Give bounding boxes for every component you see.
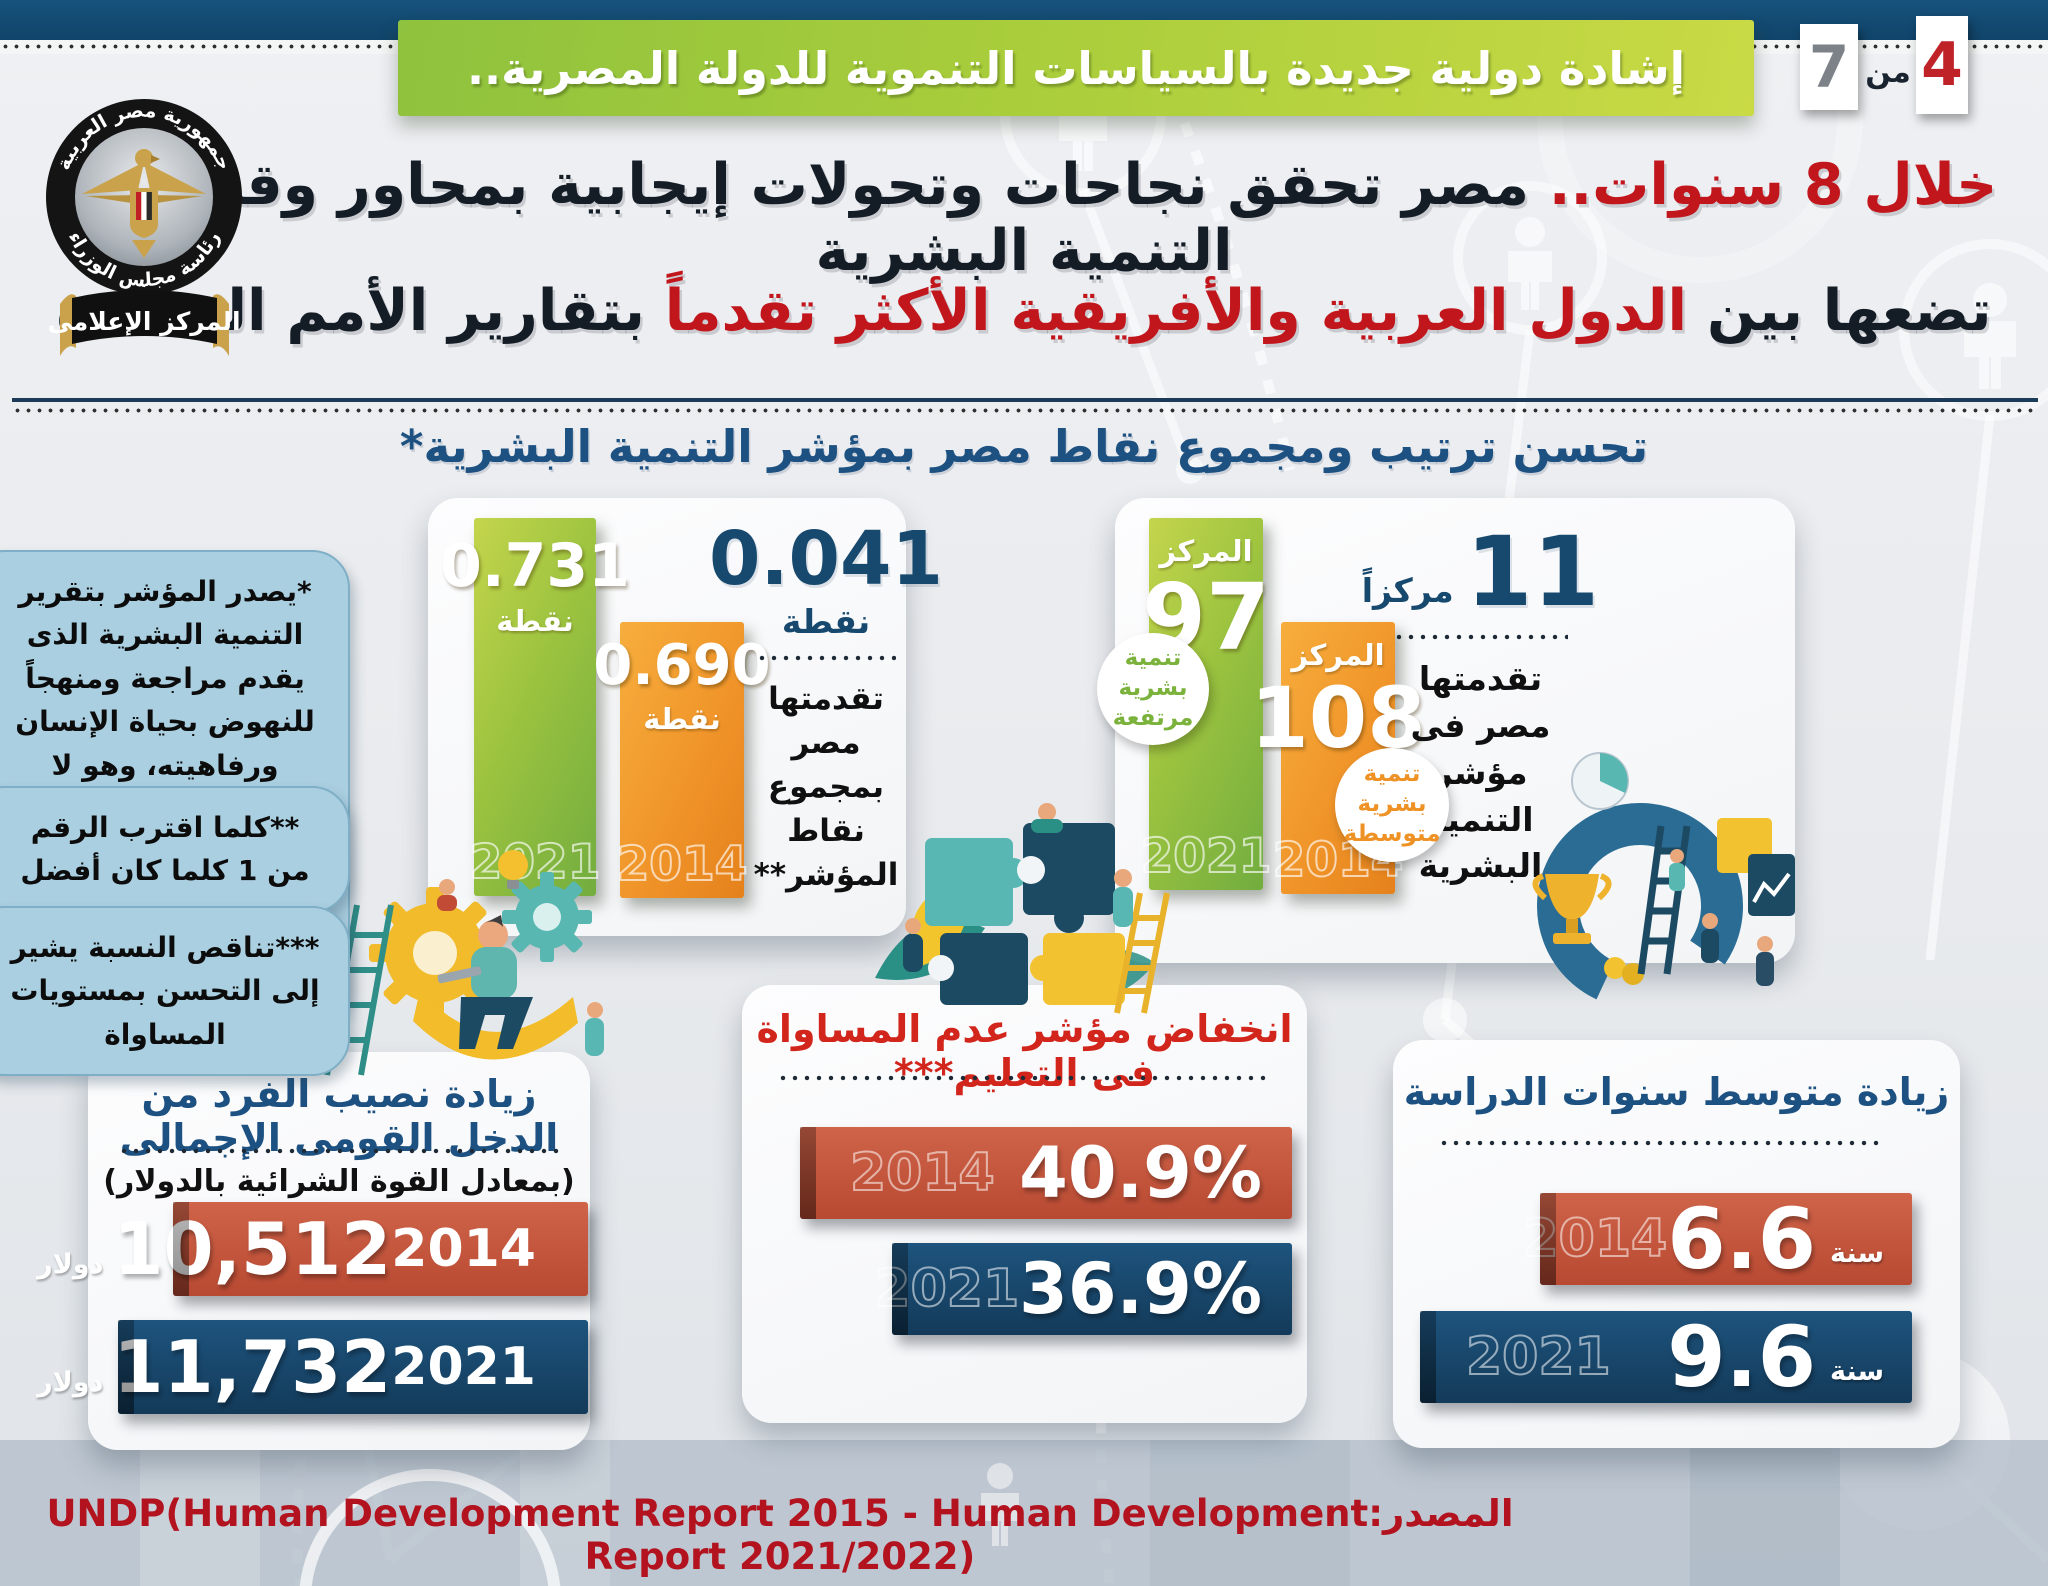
bar-gni-2014: 2014 10,512 دولار [37,1202,588,1296]
header-banner: إشادة دولية جديدة بالسياسات التنموية للد… [398,20,1754,116]
bar-value: 0.731 [440,531,630,601]
gear-icon [502,872,592,962]
hdi-score-card: 0.731 نقطة 2021 0.690 نقطة 2014 0.041 نق… [428,498,943,936]
source-label: المصدر: [1368,1492,1514,1535]
headline-line2-pre: تضعها بين [1687,278,1992,344]
delta-dotted-separator [1393,634,1568,640]
line-chart-icon [1748,854,1795,916]
delta-unit: نقطة [781,602,871,641]
ladder-icon [1114,892,1170,1014]
card-title: انخفاض مؤشر عدم المساواة فى التعليم*** [756,1007,1293,1095]
rank-prefix: المركز [1159,534,1253,568]
bar-inequality-2021: 36.9% 2021 [873,1243,1292,1335]
bar-hdi-score-2014: 0.690 نقطة 2014 [593,622,771,898]
bar-value: 11,732 [113,1325,392,1409]
delta-value: 11 [1465,516,1600,628]
education-inequality-card: انخفاض مؤشر عدم المساواة فى التعليم*** 4… [742,985,1307,1423]
hdi-score-delta: 0.041 نقطة تقدمتها مصر بمجموع نقاط المؤش… [709,522,943,897]
bar-year: 2014 [616,837,749,892]
seated-person [437,915,533,1049]
people-figures [1669,849,1774,986]
gni-per-capita-card: زيادة نصيب الفرد من الدخل القومى الإجمال… [37,1052,590,1450]
bar-year: 2021 [469,835,602,890]
delta-value: 0.041 [708,516,944,602]
bar-hdi-score-2021: 0.731 نقطة 2021 [440,518,630,896]
delta-dotted-separator [756,655,896,661]
bar-value: 36.9% [1019,1248,1262,1330]
headline-line2: تضعها بين الدول العربية والأفريقية الأكث… [0,278,2048,344]
logo-ribbon-text: المركز الإعلامى [47,307,240,337]
bar-year: 2014 [849,1143,996,1203]
page-of-label: من [1865,54,1911,90]
dotted-separator [1438,1140,1880,1146]
chair-icon [413,990,578,1060]
header-divider [12,398,2038,402]
people-figures [903,803,1133,972]
bar-year: 2014 [391,1219,536,1279]
headline-line1-lead: خلال 8 سنوات.. [1548,152,1998,218]
trophy-icon [1532,873,1644,985]
bar-unit: سنة [1830,1356,1884,1387]
bar-value: 9.6 [1667,1308,1817,1406]
bar-year: 2021 [1140,829,1273,884]
bar-year: 2021 [1465,1327,1612,1387]
footnote-decrease-means-improvement: ***تناقص النسبة يشير إلى التحسن بمستويات… [0,906,350,1077]
page-current: 4 [1921,30,1963,100]
footnote-closer-to-one: **كلما اقترب الرقم من 1 كلما كان أفضل [0,786,350,913]
source-line: المصدر:UNDP(Human Development Report 201… [0,1492,1560,1578]
bar-gni-2021: 2021 11,732 دولار [37,1320,588,1414]
egypt-emblem-icon: جمهورية مصر العربية رئاسة مجلس الوزراء [46,99,242,356]
logo-ribbon: المركز الإعلامى [47,290,241,356]
delta-unit: مركزاً [1361,571,1454,610]
dotted-separator [118,1148,560,1154]
eagle-icon [82,149,206,258]
footnote-text: **كلما اقترب الرقم من 1 كلما كان أفضل [20,811,310,888]
headline-line2-red: الدول العربية والأفريقية الأكثر تقدماً [664,278,1688,344]
header-banner-text: إشادة دولية جديدة بالسياسات التنموية للد… [466,41,1686,95]
ladder-icon [1637,825,1691,975]
badge-high-human-development: تنمية بشرية مرتفعة [1097,633,1209,745]
achievement-illustration [1532,752,1795,1006]
bar-year: 2014 [1522,1209,1669,1269]
bar-unit: دولار [37,1367,104,1398]
cabinet-media-center-logo: جمهورية مصر العربية رئاسة مجلس الوزراء [42,92,247,382]
card-title: زيادة متوسط سنوات الدراسة [1403,1070,1950,1114]
pie-chart-icon [1571,752,1629,810]
bar-year: 2021 [873,1259,1020,1319]
bar-inequality-2014: 40.9% 2014 [800,1127,1292,1219]
page-total-card: 7 [1800,24,1858,110]
section-heading: تحسن ترتيب ومجموع نقاط مصر بمؤشر التنمية… [399,420,1649,473]
bar-value: 40.9% [1019,1132,1262,1214]
source-text: UNDP(Human Development Report 2015 - Hum… [46,1492,1369,1578]
puzzle-pieces [925,823,1125,1005]
bar-value: 10,512 [113,1207,392,1291]
page-total: 7 [1808,33,1850,101]
mean-years-schooling-card: زيادة متوسط سنوات الدراسة سنة 6.6 2014 س… [1393,1040,1960,1448]
bar-value: 0.690 [593,633,771,698]
bar-unit: نقطة [496,604,574,638]
bar-unit: دولار [37,1249,104,1280]
headline-line1: خلال 8 سنوات.. مصر تحقق نجاحات وتحولات إ… [0,152,2048,284]
page-current-card: 4 [1916,16,1968,114]
badge-medium-human-development: تنمية بشرية متوسطة [1335,748,1449,862]
bar-unit: نقطة [643,702,721,736]
puzzle-teamwork-illustration [875,803,1170,1014]
card-subtitle: (بمعادل القوة الشرائية بالدولار) [103,1164,575,1199]
bar-unit: سنة [1830,1238,1884,1269]
bar-value: 108 [1250,669,1426,767]
headline-line1-rest: مصر تحقق نجاحات وتحولات إيجابية بمحاور و… [50,152,1549,284]
rank-prefix: المركز [1291,638,1385,672]
bar-year: 2021 [391,1337,536,1397]
footnote-text: ***تناقص النسبة يشير إلى التحسن بمستويات… [10,931,320,1051]
lightbulb-icon [498,850,528,889]
hdi-rank-card: المركز 97 2021 تنمية بشرية مرتفعة المركز… [1097,498,1795,1006]
bar-value: 6.6 [1667,1190,1817,1288]
delta-label: تقدمتها مصر بمجموع نقاط المؤشر** [753,681,899,894]
bar-schooling-2021: سنة 9.6 2021 [1420,1311,1912,1403]
header-divider-dots [12,408,2038,413]
dotted-separator [777,1075,1272,1081]
bar-schooling-2014: سنة 6.6 2014 [1522,1190,1912,1288]
